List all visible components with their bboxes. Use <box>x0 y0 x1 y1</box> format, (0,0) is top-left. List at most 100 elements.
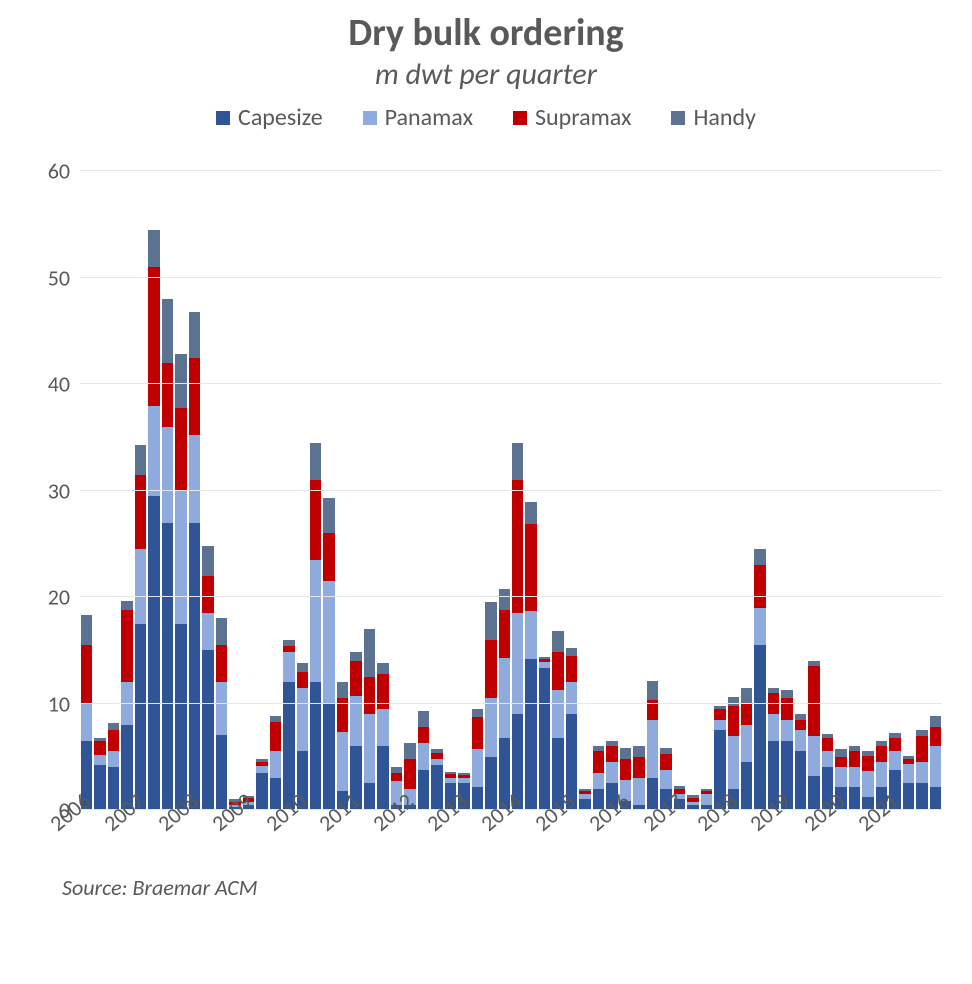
bar-segment-supramax <box>566 656 577 683</box>
bar-column <box>323 150 334 810</box>
bar-segment-handy <box>754 549 765 565</box>
gridline <box>80 490 942 491</box>
bar-segment-supramax <box>162 363 173 427</box>
bar-segment-handy <box>728 697 739 706</box>
bar-segment-panamax <box>310 560 321 682</box>
bar-segment-supramax <box>310 480 321 560</box>
bar-segment-panamax <box>781 720 792 741</box>
bar-segment-supramax <box>835 757 846 768</box>
bar-segment-panamax <box>323 581 334 703</box>
bar-segment-panamax <box>512 613 523 714</box>
bar-segment-panamax <box>81 704 92 741</box>
bar-column <box>404 150 415 810</box>
legend-item-panamax: Panamax <box>363 103 473 132</box>
bar-column <box>283 150 294 810</box>
bar-segment-capesize <box>525 659 536 810</box>
bar-segment-supramax <box>202 576 213 613</box>
bar-column <box>822 150 833 810</box>
bar-column <box>781 150 792 810</box>
bar-segment-capesize <box>256 773 267 810</box>
y-axis-label: 50 <box>30 264 70 291</box>
bar-segment-supramax <box>660 754 671 770</box>
bar-column <box>930 150 941 810</box>
bar-column <box>768 150 779 810</box>
bar-column <box>728 150 739 810</box>
bar-segment-panamax <box>728 736 739 789</box>
bar-column <box>539 150 550 810</box>
bar-segment-capesize <box>189 523 200 810</box>
bar-segment-capesize <box>795 751 806 810</box>
bar-segment-handy <box>310 443 321 480</box>
bar-column <box>94 150 105 810</box>
bar-segment-handy <box>297 663 308 672</box>
bar-segment-supramax <box>822 738 833 752</box>
bar-column <box>458 150 469 810</box>
bar-segment-panamax <box>566 682 577 714</box>
bar-segment-supramax <box>754 565 765 608</box>
bar-column <box>593 150 604 810</box>
bar-column <box>485 150 496 810</box>
bar-segment-panamax <box>930 746 941 786</box>
bar-column <box>566 150 577 810</box>
bar-column <box>701 150 712 810</box>
bar-column <box>445 150 456 810</box>
y-axis-label: 10 <box>30 690 70 717</box>
bar-segment-handy <box>633 746 644 757</box>
bar-segment-supramax <box>364 677 375 714</box>
bar-column <box>472 150 483 810</box>
bar-segment-panamax <box>754 608 765 645</box>
bar-segment-supramax <box>768 693 779 714</box>
bar-segment-supramax <box>781 698 792 719</box>
bar-segment-capesize <box>162 523 173 810</box>
bar-segment-panamax <box>822 751 833 767</box>
bar-column <box>849 150 860 810</box>
bar-segment-panamax <box>216 682 227 735</box>
legend-label: Capesize <box>238 103 323 132</box>
bar-column <box>795 150 806 810</box>
bar-column <box>175 150 186 810</box>
bar-segment-capesize <box>916 783 927 810</box>
bar-segment-panamax <box>148 406 159 496</box>
bar-column <box>216 150 227 810</box>
bar-segment-handy <box>647 681 658 700</box>
bar-column <box>297 150 308 810</box>
bar-segment-supramax <box>472 717 483 749</box>
bar-segment-supramax <box>350 661 361 696</box>
bar-segment-handy <box>81 615 92 645</box>
bar-column <box>499 150 510 810</box>
bar-segment-capesize <box>94 765 105 810</box>
bar-column <box>889 150 900 810</box>
bar-segment-handy <box>741 688 752 704</box>
bar-segment-capesize <box>175 624 186 810</box>
bar-segment-panamax <box>525 611 536 659</box>
bar-segment-handy <box>162 299 173 363</box>
bar-segment-handy <box>485 602 496 639</box>
bar-column <box>310 150 321 810</box>
bar-segment-supramax <box>728 706 739 736</box>
bar-segment-panamax <box>350 696 361 746</box>
bar-segment-panamax <box>876 762 887 786</box>
bar-segment-supramax <box>377 674 388 709</box>
bar-column <box>108 150 119 810</box>
bar-segment-panamax <box>849 767 860 786</box>
bar-column <box>202 150 213 810</box>
bar-column <box>121 150 132 810</box>
bar-segment-handy <box>512 443 523 480</box>
bar-segment-supramax <box>916 736 927 763</box>
bar-column <box>243 150 254 810</box>
bar-segment-supramax <box>175 408 186 491</box>
bar-column <box>81 150 92 810</box>
bar-segment-panamax <box>552 690 563 738</box>
bar-segment-capesize <box>202 650 213 810</box>
bar-segment-supramax <box>270 722 281 752</box>
bar-segment-panamax <box>94 755 105 766</box>
bar-column <box>552 150 563 810</box>
bar-segment-capesize <box>472 787 483 810</box>
bar-segment-capesize <box>849 787 860 810</box>
bar-segment-handy <box>108 723 119 730</box>
bar-segment-capesize <box>903 783 914 810</box>
bar-segment-panamax <box>741 725 752 762</box>
bar-segment-supramax <box>525 524 536 611</box>
gridline <box>80 596 942 597</box>
legend-label: Handy <box>693 103 756 132</box>
